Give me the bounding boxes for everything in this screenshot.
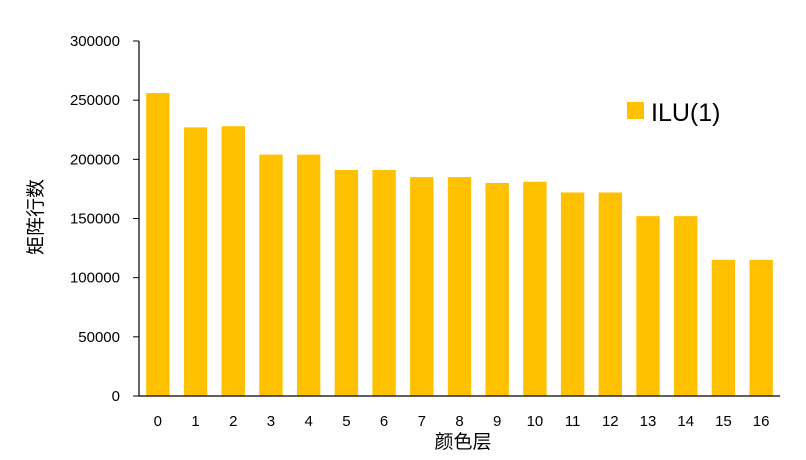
x-tick-label: 8 (455, 413, 463, 430)
x-tick-label: 14 (677, 413, 694, 430)
x-tick-label: 2 (229, 413, 237, 430)
y-tick-label: 300000 (70, 33, 120, 50)
x-tick-label: 6 (380, 413, 388, 430)
bar-4 (296, 154, 321, 396)
bar-2 (221, 126, 245, 396)
x-tick-label: 4 (305, 413, 313, 430)
bar-7 (410, 177, 434, 396)
legend-swatch (627, 102, 644, 119)
bar-5 (334, 169, 359, 396)
x-tick-label: 1 (191, 413, 199, 430)
y-tick-label: 250000 (70, 92, 120, 109)
x-tick-label: 11 (565, 413, 581, 430)
y-tick-label: 200000 (70, 151, 120, 168)
y-tick-label: 150000 (70, 211, 120, 228)
x-tick-label: 16 (753, 413, 770, 430)
x-tick-label: 12 (602, 413, 619, 430)
bars (146, 93, 773, 397)
y-axis-ticks: 0 50000 100000 150000 200000 250000 300000 (70, 33, 139, 405)
bar-15 (711, 259, 736, 396)
bar-16 (749, 259, 773, 396)
legend: ILU(1) (627, 99, 720, 127)
bar-11 (560, 192, 585, 396)
x-tick-label: 15 (715, 413, 732, 430)
y-axis-title: 矩阵行数 (25, 179, 47, 255)
bar-6 (372, 169, 396, 396)
bar-3 (259, 154, 283, 396)
x-axis-tick-labels: 0 1 2 3 4 5 6 7 8 9 10 11 12 13 14 15 16 (154, 413, 770, 430)
x-tick-label: 5 (342, 413, 350, 430)
bar-12 (598, 192, 623, 396)
legend-label: ILU(1) (651, 99, 720, 127)
bar-1 (183, 127, 208, 396)
bar-8 (447, 177, 472, 396)
x-tick-label: 0 (154, 413, 162, 430)
x-tick-label: 13 (640, 413, 657, 430)
bar-0 (146, 93, 170, 397)
x-tick-label: 10 (527, 413, 544, 430)
y-tick-label: 0 (112, 388, 120, 405)
x-tick-label: 9 (493, 413, 501, 430)
bar-9 (485, 183, 509, 396)
y-tick-label: 100000 (70, 270, 120, 287)
x-tick-label: 7 (418, 413, 426, 430)
bar-10 (523, 181, 547, 396)
bar-14 (674, 216, 698, 396)
y-tick-label: 50000 (78, 329, 120, 346)
bar-13 (636, 216, 660, 396)
x-tick-label: 3 (267, 413, 275, 430)
x-axis-title: 颜色层 (434, 431, 491, 453)
